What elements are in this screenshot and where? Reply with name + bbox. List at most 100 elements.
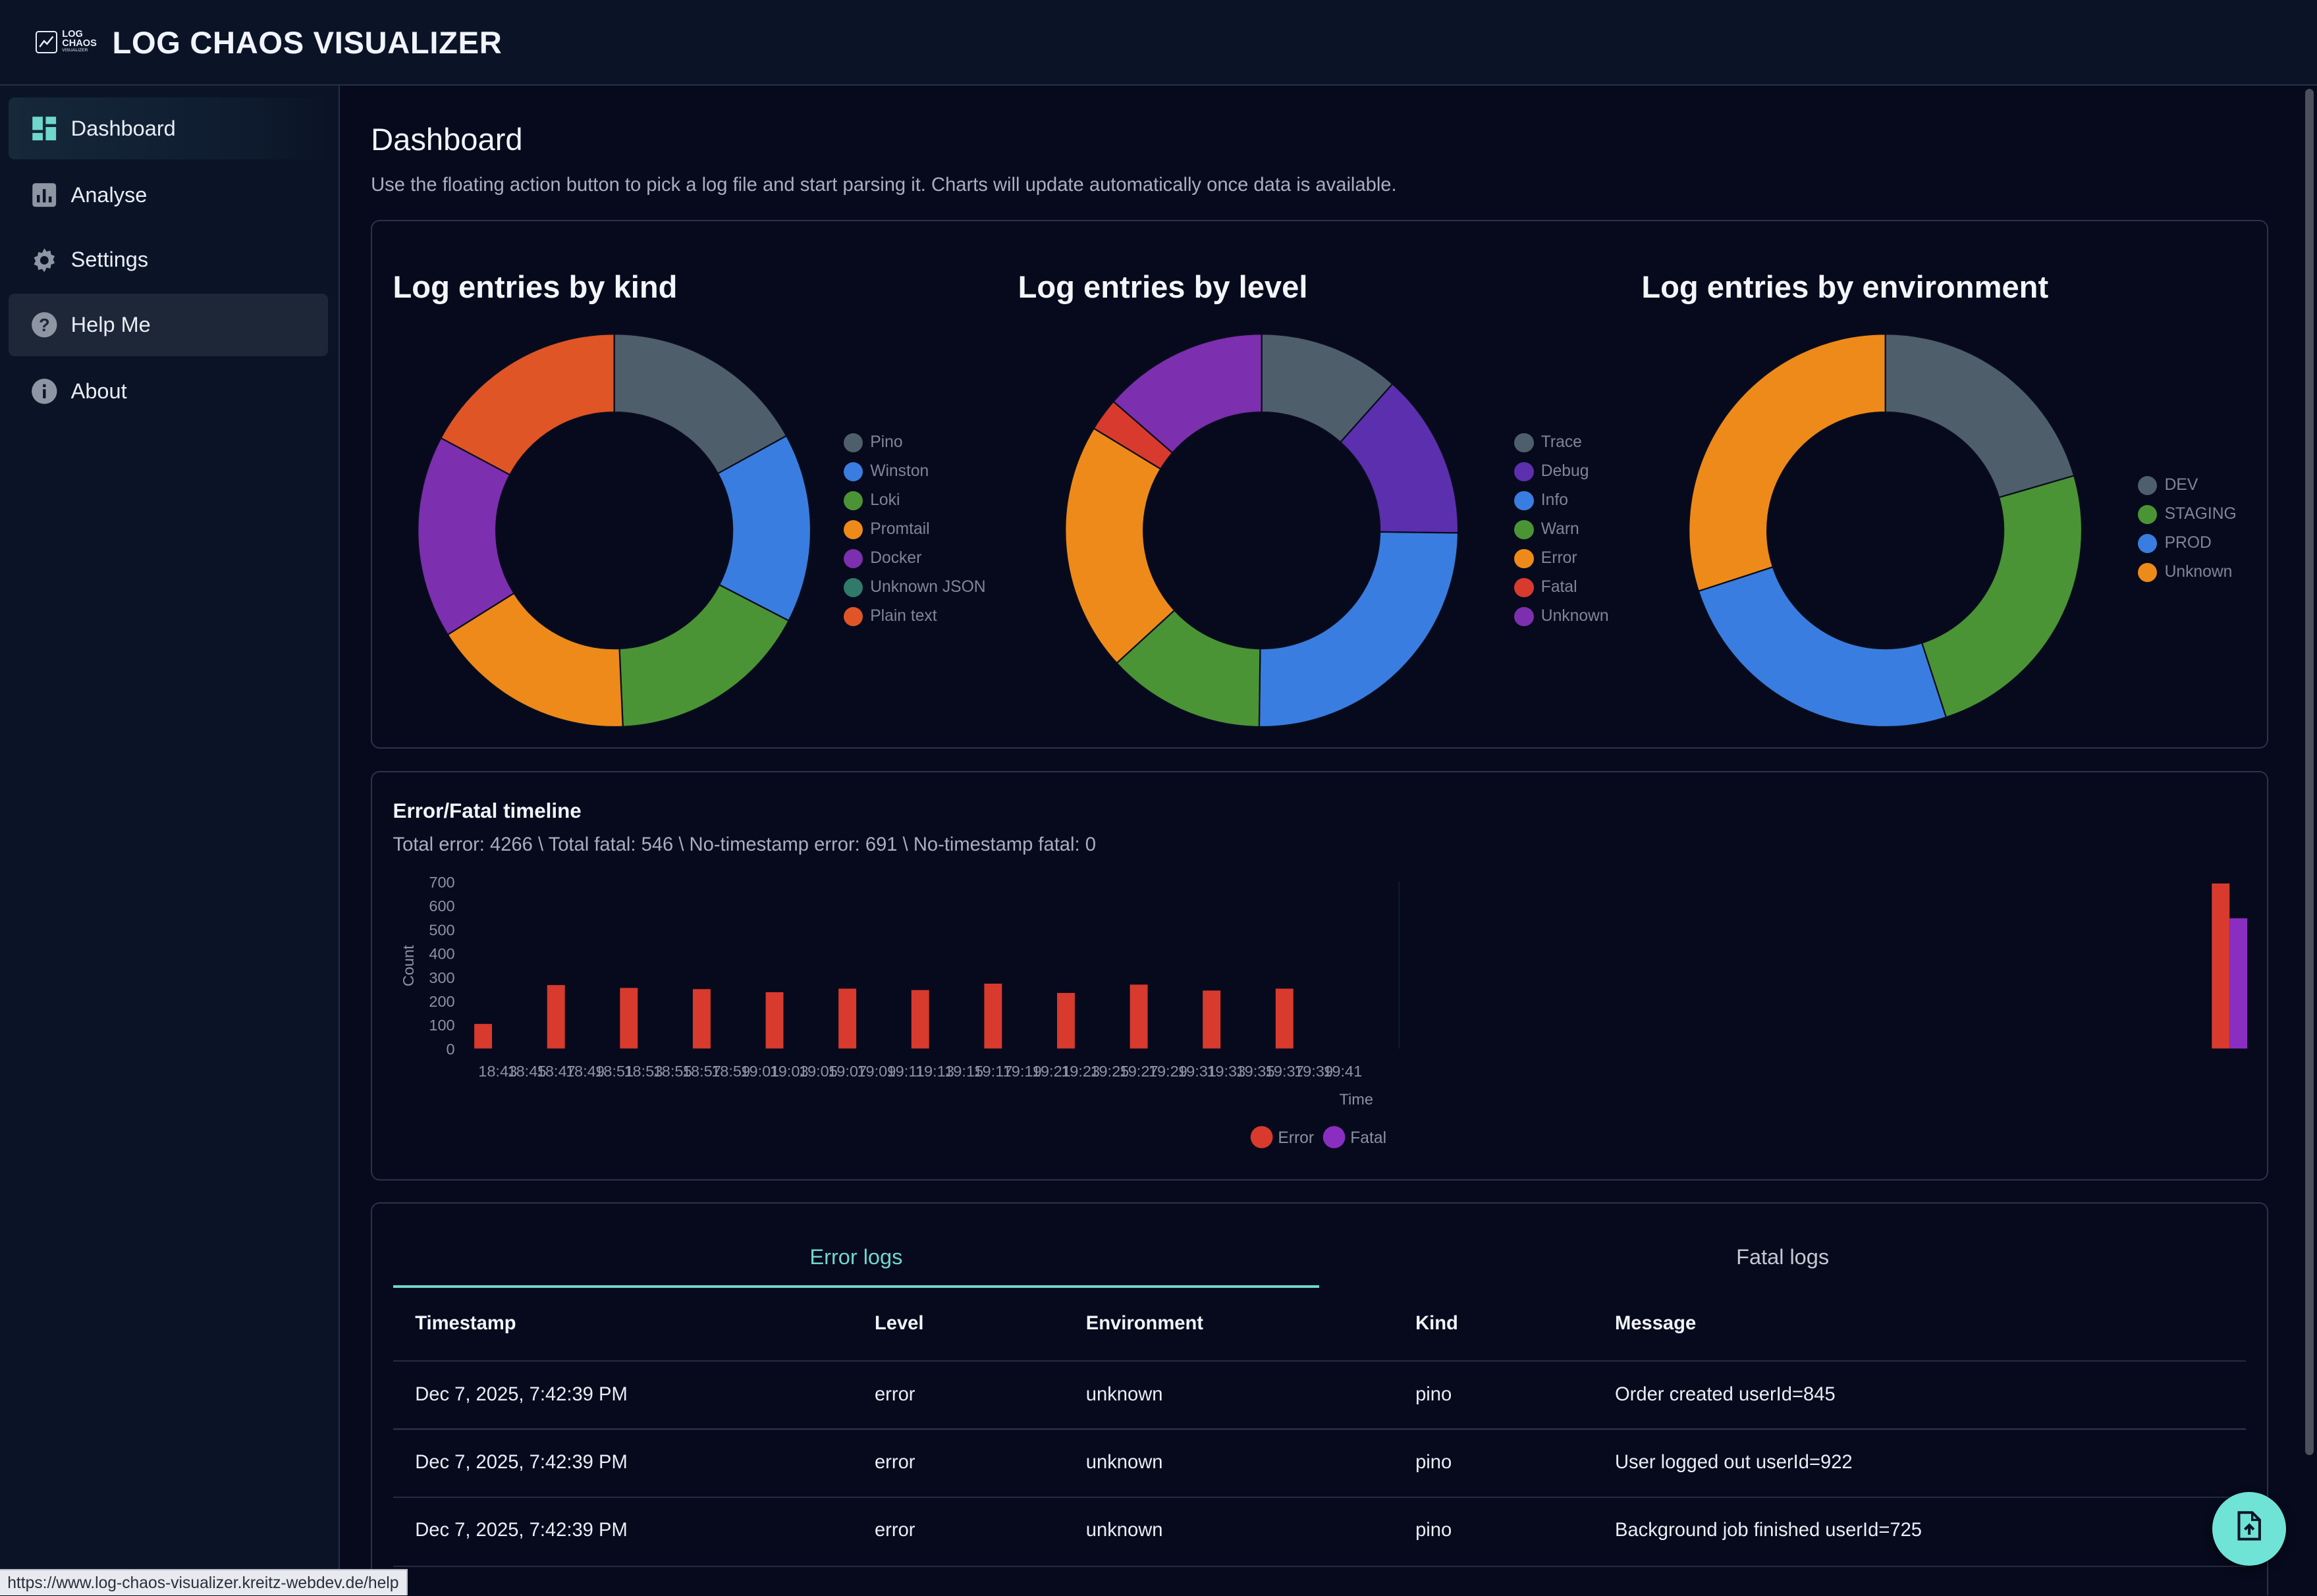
legend-label: Debug bbox=[1540, 462, 1589, 481]
page-scrollbar[interactable] bbox=[2305, 88, 2314, 1455]
legend-label: PROD bbox=[2164, 534, 2212, 552]
legend-item[interactable]: Docker bbox=[843, 544, 986, 573]
legend-item[interactable]: Pino bbox=[843, 428, 986, 457]
legend-item[interactable]: Warn bbox=[1514, 515, 1608, 544]
sidebar: Dashboard Analyse Settings ? Help Me Abo… bbox=[0, 86, 341, 1596]
column-header-level[interactable]: Level bbox=[874, 1313, 924, 1335]
sidebar-item-analyse[interactable]: Analyse bbox=[9, 164, 328, 226]
x-axis-label: Time bbox=[1340, 1091, 1373, 1108]
table-cell-message: Order created userId=845 bbox=[1614, 1384, 1836, 1405]
legend-swatch bbox=[1514, 491, 1534, 510]
timeline-summary: Total error: 4266 \ Total fatal: 546 \ N… bbox=[393, 834, 1096, 856]
timeline-bar-error[interactable] bbox=[765, 992, 784, 1049]
sidebar-item-about[interactable]: About bbox=[9, 360, 328, 422]
legend-item[interactable]: Info bbox=[1514, 486, 1608, 515]
donut-slice-unknown[interactable] bbox=[1112, 332, 1263, 454]
x-tick-label: 19:19 bbox=[1003, 1063, 1042, 1080]
upload-log-fab[interactable] bbox=[2212, 1492, 2286, 1566]
timeline-bar-error[interactable] bbox=[2212, 884, 2230, 1049]
column-header-environment[interactable]: Environment bbox=[1085, 1313, 1203, 1335]
donut-slice-dev[interactable] bbox=[1884, 332, 2075, 498]
timeline-bar-error[interactable] bbox=[911, 990, 929, 1049]
svg-text:?: ? bbox=[39, 315, 50, 335]
donut-slice-docker[interactable] bbox=[417, 437, 516, 636]
legend-label: Promtail bbox=[870, 520, 930, 539]
donut-slice-info[interactable] bbox=[1258, 531, 1459, 728]
timeline-bar-fatal[interactable] bbox=[2229, 918, 2248, 1049]
x-tick-label: 19:17 bbox=[974, 1063, 1013, 1080]
legend-swatch bbox=[2138, 533, 2158, 553]
legend-item[interactable]: STAGING bbox=[2138, 500, 2237, 529]
legend-item[interactable]: Debug bbox=[1514, 457, 1608, 486]
timeline-bar-error[interactable] bbox=[620, 988, 638, 1049]
donut-slice-winston[interactable] bbox=[717, 434, 812, 622]
legend-label[interactable]: Error bbox=[1278, 1129, 1314, 1147]
legend-item[interactable]: Trace bbox=[1514, 428, 1608, 457]
legend-item[interactable]: Winston bbox=[843, 457, 986, 486]
timeline-bar-error[interactable] bbox=[1130, 984, 1148, 1049]
donut-slice-prod[interactable] bbox=[1697, 566, 1948, 728]
timeline-bar-error[interactable] bbox=[1203, 990, 1221, 1049]
table-cell-message: User logged out userId=922 bbox=[1614, 1452, 1853, 1474]
donut-slice-loki[interactable] bbox=[618, 583, 790, 728]
legend-swatch[interactable] bbox=[1322, 1126, 1346, 1149]
legend-item[interactable]: Unknown bbox=[1514, 602, 1609, 631]
timeline-bar-error[interactable] bbox=[838, 988, 857, 1049]
column-header-kind[interactable]: Kind bbox=[1415, 1313, 1458, 1335]
y-tick-label: 500 bbox=[429, 922, 454, 939]
x-tick-label: 19:31 bbox=[1178, 1063, 1216, 1080]
donut-slice-staging[interactable] bbox=[1921, 474, 2083, 718]
x-tick-label: 18:43 bbox=[478, 1063, 517, 1080]
legend-label: STAGING bbox=[2164, 505, 2237, 523]
timeline-bar-error[interactable] bbox=[474, 1024, 493, 1049]
tab-fatal-logs[interactable]: Fatal logs bbox=[1736, 1245, 1830, 1269]
y-tick-label: 300 bbox=[429, 969, 454, 986]
legend-label: Unknown bbox=[1540, 607, 1609, 625]
legend-item[interactable]: Fatal bbox=[1514, 573, 1608, 602]
table-cell-timestamp: Dec 7, 2025, 7:42:39 PM bbox=[415, 1520, 628, 1541]
legend-item[interactable]: PROD bbox=[2138, 529, 2237, 558]
donut-slice-pino[interactable] bbox=[613, 332, 788, 475]
timeline-bar-error[interactable] bbox=[1057, 993, 1076, 1049]
x-tick-label: 19:03 bbox=[770, 1063, 809, 1080]
legend-swatch bbox=[2138, 504, 2158, 524]
legend-swatch bbox=[1514, 462, 1534, 481]
donut-slice-error[interactable] bbox=[1064, 427, 1176, 664]
row-divider bbox=[393, 1360, 2246, 1362]
table-cell-environment: unknown bbox=[1085, 1520, 1163, 1541]
legend-swatch bbox=[843, 519, 863, 539]
legend-item[interactable]: Unknown bbox=[2138, 558, 2237, 587]
x-tick-label: 18:51 bbox=[595, 1063, 634, 1080]
chart-legend: DEV STAGING PROD Unknown bbox=[2138, 471, 2237, 587]
legend-item[interactable]: Loki bbox=[843, 486, 986, 515]
donut-slice-plain-text[interactable] bbox=[440, 332, 616, 476]
timeline-bar-error[interactable] bbox=[984, 984, 1002, 1049]
table-cell-kind: pino bbox=[1415, 1384, 1452, 1405]
legend-item[interactable]: Unknown JSON bbox=[843, 573, 986, 602]
legend-swatch bbox=[1514, 519, 1534, 539]
timeline-bar-error[interactable] bbox=[547, 985, 565, 1049]
timeline-bar-error[interactable] bbox=[693, 989, 711, 1049]
sidebar-item-settings[interactable]: Settings bbox=[9, 229, 328, 291]
legend-label: DEV bbox=[2164, 476, 2198, 494]
legend-label[interactable]: Fatal bbox=[1350, 1129, 1386, 1147]
column-header-timestamp[interactable]: Timestamp bbox=[415, 1313, 516, 1335]
timeline-card: Error/Fatal timeline Total error: 4266 \… bbox=[371, 771, 2268, 1181]
column-header-message[interactable]: Message bbox=[1614, 1313, 1697, 1335]
legend-swatch bbox=[1514, 577, 1534, 597]
legend-item[interactable]: Plain text bbox=[843, 602, 986, 631]
donut-slice-promtail[interactable] bbox=[447, 591, 624, 728]
legend-item[interactable]: DEV bbox=[2138, 471, 2237, 500]
legend-item[interactable]: Error bbox=[1514, 544, 1608, 573]
legend-swatch[interactable] bbox=[1250, 1126, 1273, 1149]
x-tick-label: 19:33 bbox=[1207, 1063, 1245, 1080]
donut-slice-unknown[interactable] bbox=[1688, 332, 1886, 592]
sidebar-item-help[interactable]: ? Help Me bbox=[9, 294, 329, 356]
legend-label: Plain text bbox=[870, 607, 937, 625]
timeline-bar-error[interactable] bbox=[1275, 988, 1294, 1049]
tab-error-logs[interactable]: Error logs bbox=[809, 1245, 903, 1269]
sidebar-item-dashboard[interactable]: Dashboard bbox=[9, 97, 329, 160]
row-divider bbox=[393, 1428, 2246, 1430]
info-icon bbox=[30, 377, 59, 406]
legend-item[interactable]: Promtail bbox=[843, 515, 986, 544]
